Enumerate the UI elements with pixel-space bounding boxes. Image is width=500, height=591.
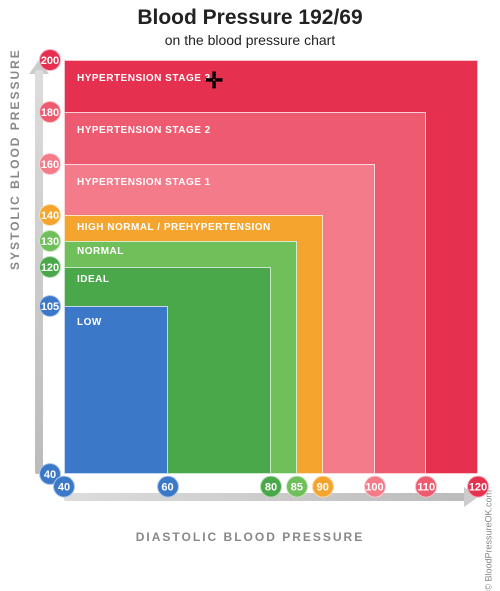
reading-marker-icon: ✛ <box>205 70 223 92</box>
credit-text: © BloodPressureOK.com <box>484 490 494 591</box>
x-tick: 80 <box>260 476 282 498</box>
bp-chart-area: HYPERTENSION STAGE 3 HYPERTENSION STAGE 2… <box>64 60 478 474</box>
x-tick: 60 <box>157 476 179 498</box>
y-axis-label: SYSTOLIC BLOOD PRESSURE <box>8 48 22 270</box>
zone-label: HIGH NORMAL / PREHYPERTENSION <box>77 222 271 233</box>
zone-label: LOW <box>77 317 102 328</box>
y-tick: 105 <box>39 295 61 317</box>
y-tick: 160 <box>39 153 61 175</box>
y-tick: 140 <box>39 204 61 226</box>
x-axis-label: DIASTOLIC BLOOD PRESSURE <box>0 530 500 544</box>
x-tick: 110 <box>415 476 437 498</box>
chart-title: Blood Pressure 192/69 <box>0 6 500 30</box>
x-tick: 90 <box>312 476 334 498</box>
y-tick: 200 <box>39 49 61 71</box>
y-tick: 120 <box>39 256 61 278</box>
zone-label: HYPERTENSION STAGE 3 <box>77 73 211 84</box>
zone-low: LOW <box>64 306 168 474</box>
zone-label: HYPERTENSION STAGE 2 <box>77 125 211 136</box>
zone-label: HYPERTENSION STAGE 1 <box>77 177 211 188</box>
chart-subtitle: on the blood pressure chart <box>0 32 500 48</box>
zone-label: NORMAL <box>77 246 124 257</box>
x-tick: 40 <box>53 476 75 498</box>
zone-label: IDEAL <box>77 274 110 285</box>
x-tick: 100 <box>364 476 386 498</box>
title-block: Blood Pressure 192/69 on the blood press… <box>0 0 500 48</box>
x-tick: 120 <box>467 476 489 498</box>
y-tick: 180 <box>39 101 61 123</box>
y-tick: 130 <box>39 230 61 252</box>
x-tick: 85 <box>286 476 308 498</box>
